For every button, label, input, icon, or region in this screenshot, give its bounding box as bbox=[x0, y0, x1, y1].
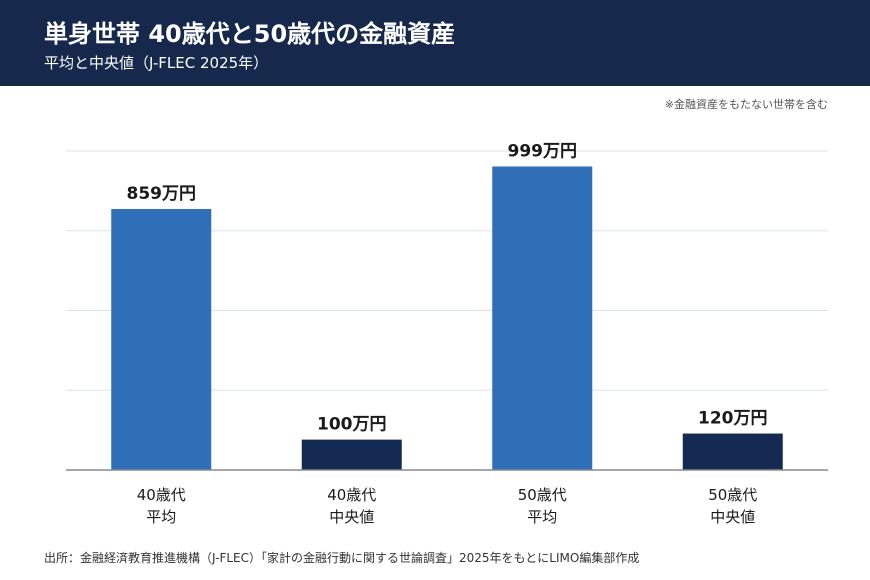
category-label: 40歳代 bbox=[137, 486, 186, 504]
bar bbox=[492, 166, 593, 470]
page-title: 単身世帯 40歳代と50歳代の金融資産 bbox=[44, 20, 456, 48]
page-subtitle: 平均と中央値（J-FLEC 2025年） bbox=[44, 54, 269, 72]
bar-value-label: 100万円 bbox=[317, 415, 387, 435]
category-label: 中央値 bbox=[710, 508, 755, 526]
bar bbox=[682, 433, 783, 470]
source-citation: 出所：金融経済教育推進機構（J-FLEC）「家計の金融行動に関する世論調査」20… bbox=[44, 551, 640, 565]
bar-value-label: 120万円 bbox=[698, 409, 768, 429]
bar-value-label: 999万円 bbox=[508, 141, 578, 161]
category-label: 50歳代 bbox=[518, 486, 567, 504]
bar bbox=[301, 439, 402, 470]
bar-value-label: 859万円 bbox=[127, 184, 197, 204]
category-label: 40歳代 bbox=[327, 486, 376, 504]
header-banner: 単身世帯 40歳代と50歳代の金融資産 平均と中央値（J-FLEC 2025年） bbox=[0, 0, 870, 86]
bar bbox=[111, 209, 212, 470]
category-label: 中央値 bbox=[329, 508, 374, 526]
chart-note: ※金融資産をもたない世帯を含む bbox=[664, 98, 828, 111]
category-label: 50歳代 bbox=[708, 486, 757, 504]
category-label: 平均 bbox=[527, 508, 557, 526]
category-label: 平均 bbox=[146, 508, 176, 526]
